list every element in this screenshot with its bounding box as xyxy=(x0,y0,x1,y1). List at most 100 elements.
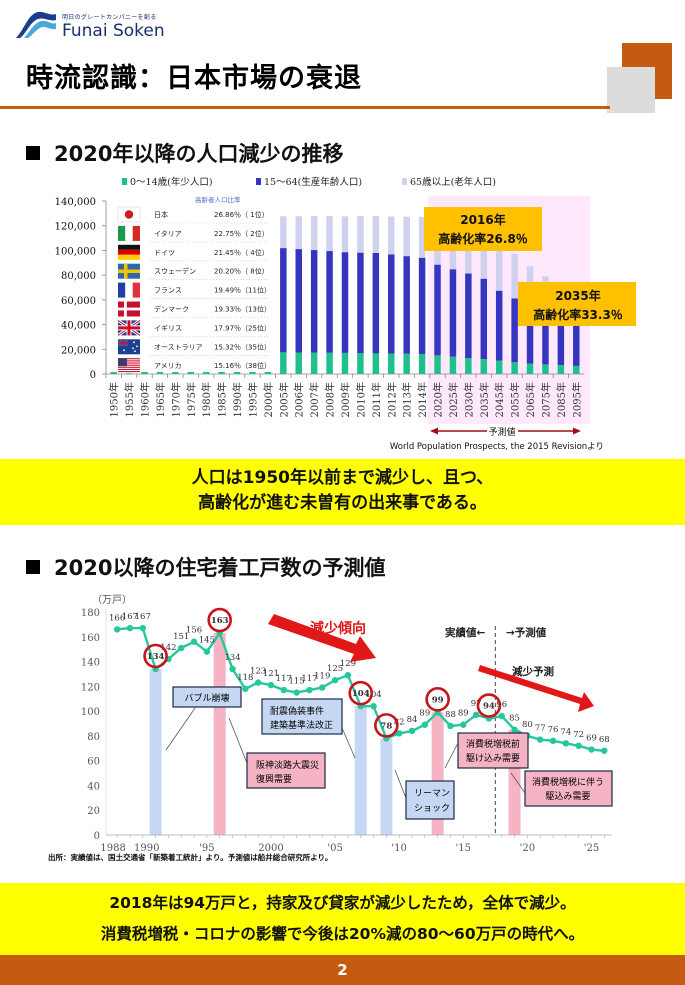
bar-segment xyxy=(542,314,549,365)
x-tick-label: 2013年 xyxy=(401,382,414,417)
data-label: 156 xyxy=(186,626,202,636)
inset-ratio: 19.33％（13位） xyxy=(214,305,271,314)
annotation-2035-year: 2035年 xyxy=(555,288,600,303)
note-text: 耐震偽装事件 xyxy=(270,705,324,717)
bar-segment xyxy=(480,359,488,374)
highlight-circle xyxy=(425,687,450,712)
x-axis: 1988 1990 '95 2000 '05 '10 '15 '20 '25 xyxy=(100,834,612,854)
data-label: 76 xyxy=(548,725,559,735)
data-label: 77 xyxy=(535,724,546,734)
y-axis: 0 20 40 60 80 100 120 140 160 180 xyxy=(81,608,107,842)
data-point xyxy=(588,746,595,753)
data-point xyxy=(370,702,377,710)
note-lehman-shock: リーマン ショック xyxy=(394,769,455,820)
bar-segment xyxy=(465,273,472,359)
x-tick-label: 2095年 xyxy=(570,382,583,417)
data-label: 117 xyxy=(301,674,317,684)
note-text: 駆け込み需要 xyxy=(466,753,520,764)
bar-segment xyxy=(233,372,241,374)
x-tick-label: 1970年 xyxy=(169,382,182,417)
bar-segment xyxy=(357,216,364,253)
data-point xyxy=(139,624,146,632)
inset-ratio: 19.49％（11位） xyxy=(214,286,271,295)
unit-label: （万戸） xyxy=(92,594,132,606)
bar-segment xyxy=(310,216,318,251)
italy-flag-icon xyxy=(118,225,140,241)
bar-segment xyxy=(511,253,518,299)
inset-country: アメリカ xyxy=(154,362,182,370)
decor-gray-block xyxy=(607,67,655,113)
callout-population: 人口は1950年以前まで減少し、且つ、 高齢化が進む未曽有の出来事である。 xyxy=(0,459,685,525)
bar-segment xyxy=(403,353,410,374)
note-text: 消費税増税に伴う xyxy=(532,776,604,788)
x-tick-label: 1995年 xyxy=(246,382,259,417)
x-tick-label: 2035年 xyxy=(478,382,491,417)
highlight-circle xyxy=(476,693,502,718)
section-heading-text: 2020以降の住宅着工戸数の予測値 xyxy=(54,556,386,580)
bar-segment xyxy=(295,216,302,250)
arrow-right-icon xyxy=(573,427,581,435)
note-tax-rush-2014: 消費税増税前 駆け込み需要 xyxy=(444,732,529,769)
x-tick-label: '15 xyxy=(456,843,471,854)
note-bubble-burst: バブル崩壊 xyxy=(165,686,242,751)
bar-segment xyxy=(341,216,349,253)
inset-ratio: 20.20％（ 8位） xyxy=(214,267,269,276)
annotation-2035-rate: 高齢化率33.3％ xyxy=(533,307,623,322)
trend-label: 減少傾向 xyxy=(310,620,366,637)
data-point xyxy=(460,721,467,728)
inset-title: 高齢者人口比率 xyxy=(195,195,241,204)
chart-legend: 0～14歳(年少人口) 15～64(生産年齢人口) 65歳以上(老年人口) xyxy=(122,176,496,188)
usa-flag-icon xyxy=(118,358,140,374)
bar-segment xyxy=(341,352,349,374)
bar-segment xyxy=(542,364,549,374)
data-label: 89 xyxy=(458,709,469,719)
logo-tagline: 明日のグレートカンパニーを創る xyxy=(62,14,157,21)
data-point xyxy=(421,721,429,728)
data-point xyxy=(306,686,313,694)
note-text: リーマン xyxy=(414,789,450,799)
bar-segment xyxy=(264,372,272,374)
x-tick-label: 2012年 xyxy=(385,382,398,417)
highlight-band xyxy=(380,738,393,835)
annotation-2016-rate: 高齢化率26.8％ xyxy=(438,231,528,246)
bar-segment xyxy=(341,252,349,353)
data-point xyxy=(344,671,352,679)
bar-segment xyxy=(372,252,380,354)
data-point xyxy=(229,665,236,673)
y-tick-label: 100 xyxy=(81,707,100,718)
data-label: 84 xyxy=(407,715,418,725)
inset-country: ドイツ xyxy=(154,249,175,257)
callout-line-2: 消費税増税・コロナの影響で今後は20%減の80～60万戸の時代へ。 xyxy=(100,925,585,943)
housing-starts-chart: （万戸） 0 20 40 60 80 100 120 140 160 180 1988 1990 '9… xyxy=(48,594,613,862)
bar-segment xyxy=(511,362,518,374)
x-tick-label: 2009年 xyxy=(339,382,352,417)
data-label: 85 xyxy=(509,714,520,724)
forecast-range-arrow: 予測値 xyxy=(430,426,581,438)
page-number: 2 xyxy=(337,961,348,979)
bar-segment xyxy=(310,352,318,374)
y-tick-label: 100,000 xyxy=(55,246,96,257)
forecast-label: 予測値 xyxy=(488,426,515,438)
forecast-label: →予測値 xyxy=(506,626,547,639)
bar-segment xyxy=(418,216,426,258)
company-logo: 明日のグレートカンパニーを創る Funai Soken xyxy=(14,8,214,41)
bar-segment xyxy=(172,372,179,374)
highlight-circle xyxy=(207,607,232,633)
data-label: 129 xyxy=(340,659,356,669)
bullet-square-icon xyxy=(26,560,40,574)
x-tick-label: 2010年 xyxy=(354,382,367,417)
bar-segment xyxy=(310,250,318,353)
x-tick-label: 2014年 xyxy=(416,382,429,417)
inset-ratio: 15.16％（38位） xyxy=(214,361,271,370)
bar-segment xyxy=(218,372,225,374)
data-label: 115 xyxy=(288,677,304,687)
x-tick-label: '10 xyxy=(391,843,406,854)
note-text: ショック xyxy=(414,803,450,814)
bar-segment xyxy=(326,352,333,374)
note-text: 消費税増税前 xyxy=(466,738,520,750)
x-tick-label: 2011年 xyxy=(370,382,383,417)
sweden-flag-icon xyxy=(118,263,140,279)
x-tick-label: 1990 xyxy=(134,843,159,854)
uk-flag-icon xyxy=(117,319,141,337)
legend-label: 65歳以上(老年人口) xyxy=(410,176,496,188)
